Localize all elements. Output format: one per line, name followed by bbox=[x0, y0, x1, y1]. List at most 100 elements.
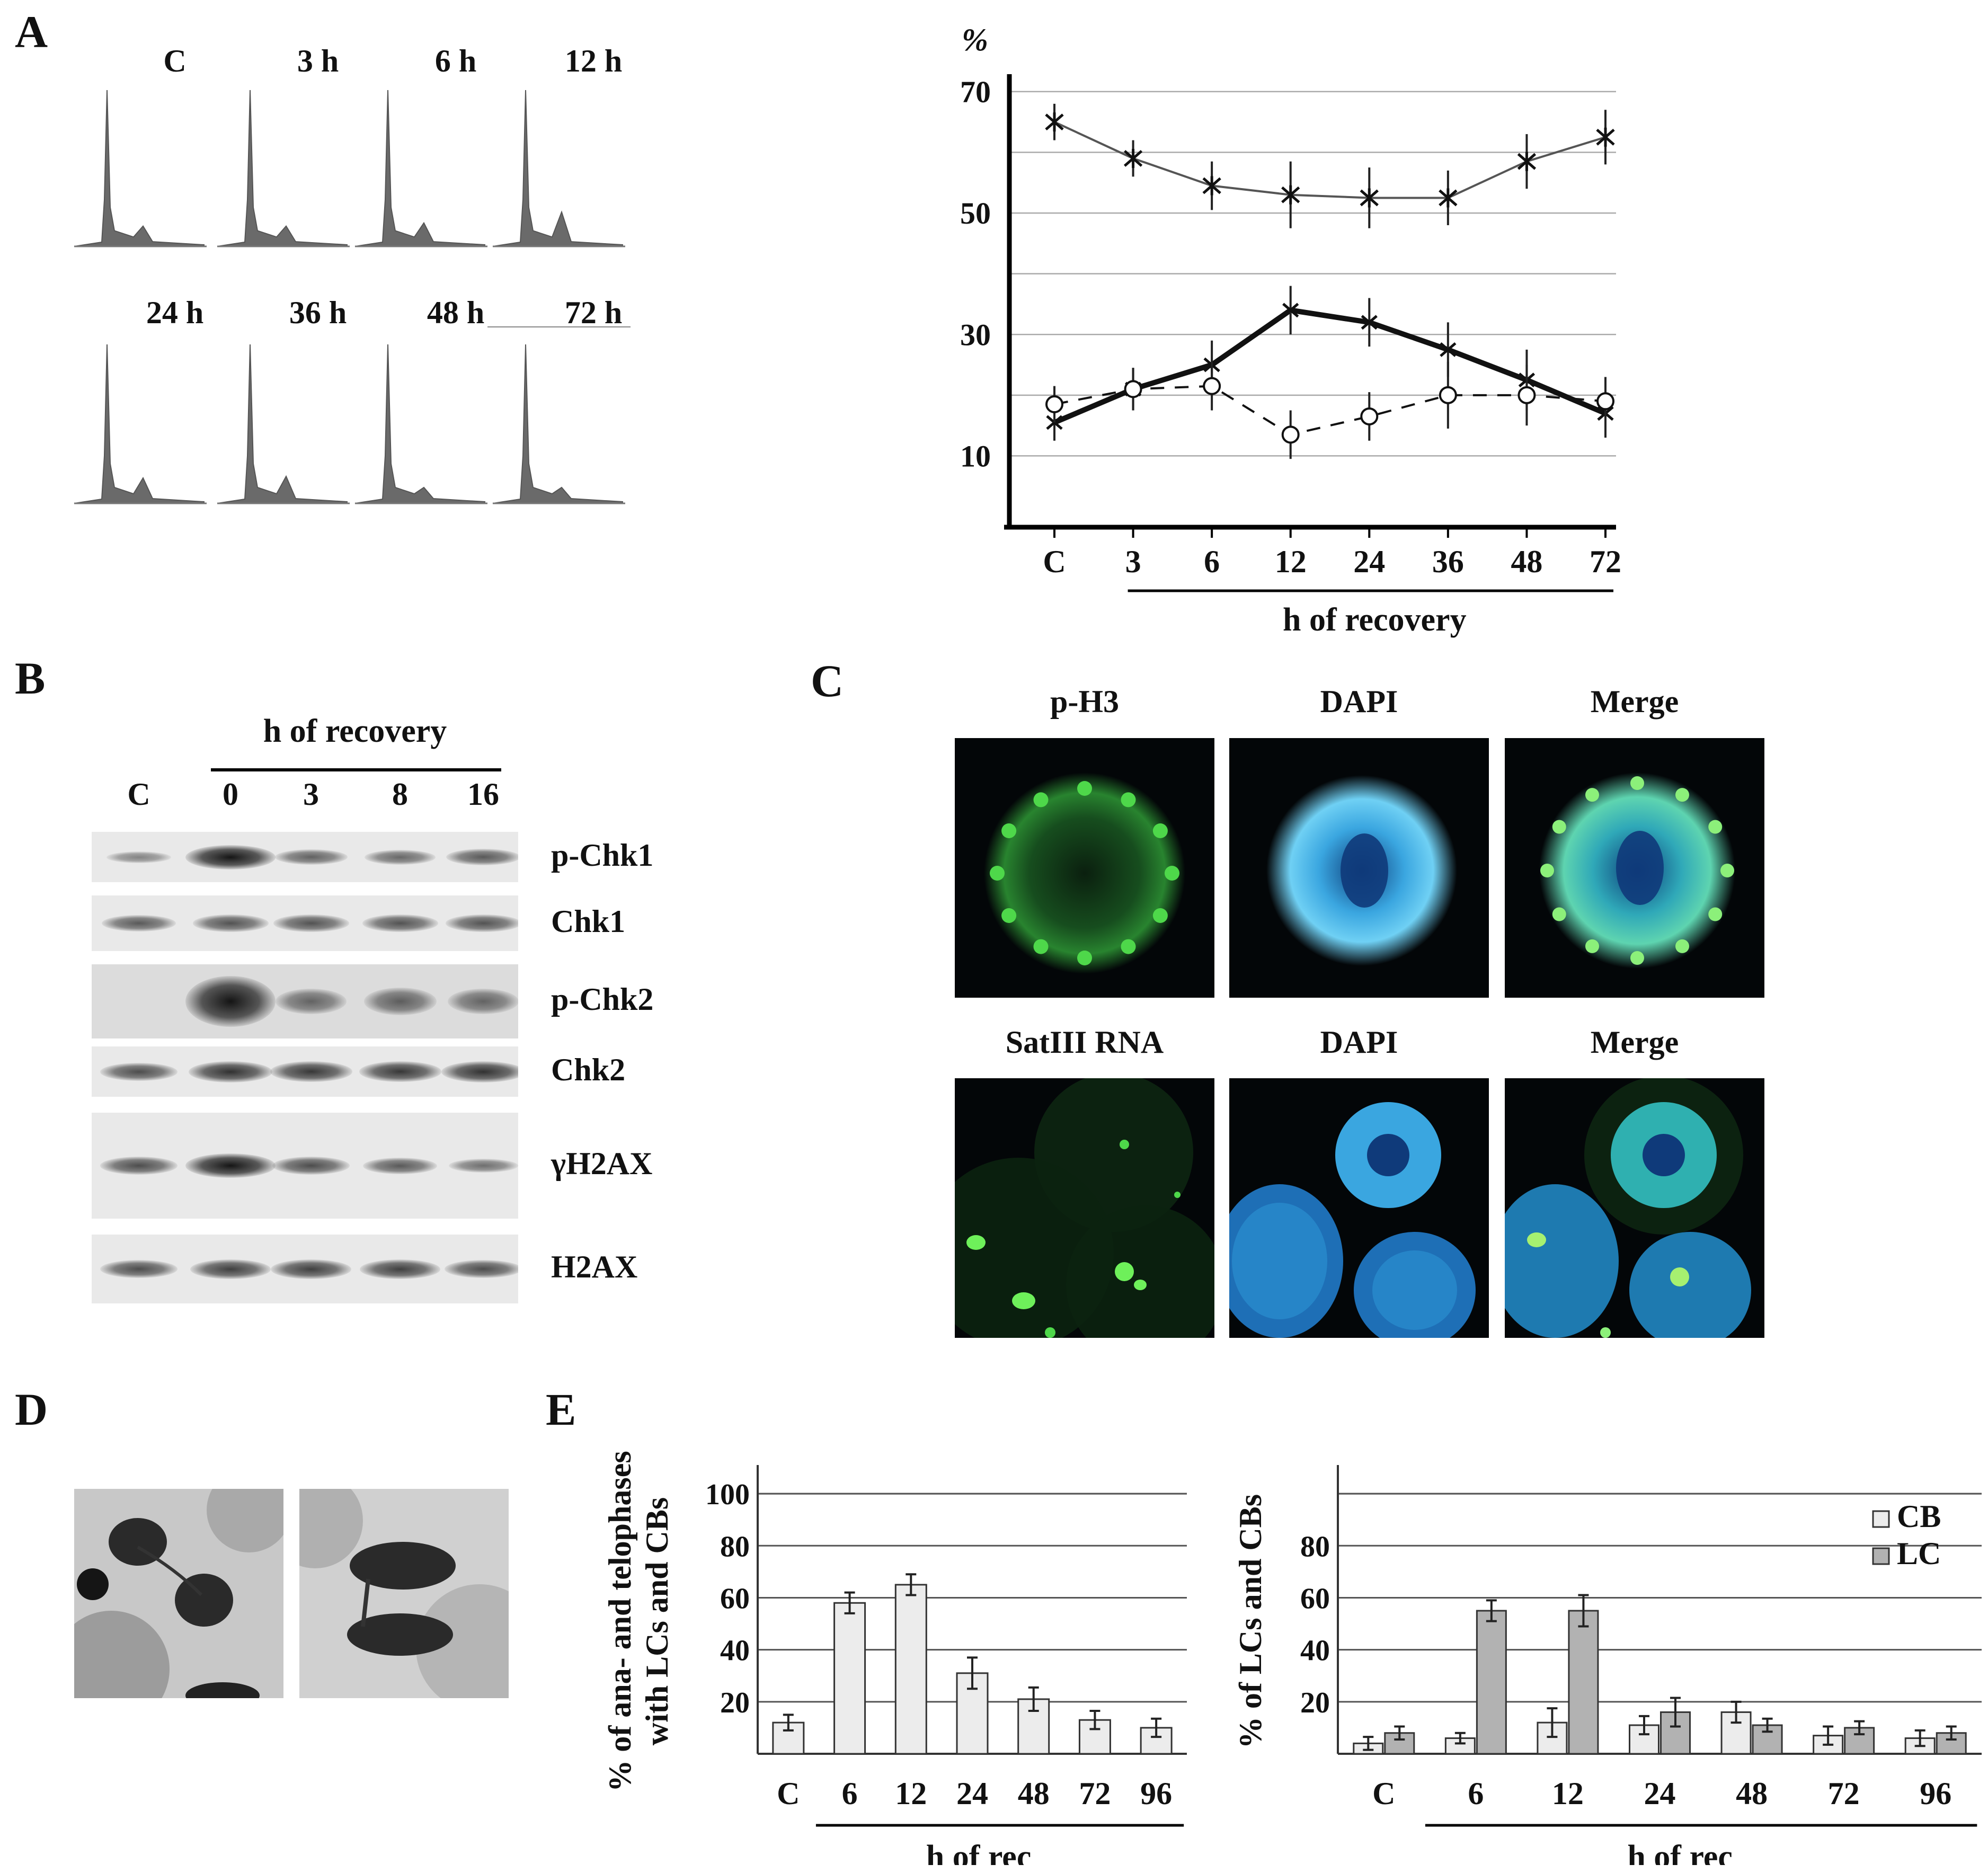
data-point-x bbox=[1440, 342, 1457, 357]
y-tick-label: 10 bbox=[960, 439, 991, 473]
y-axis-label: with LCs and CBs bbox=[640, 1497, 674, 1746]
data-point-circle bbox=[1281, 425, 1300, 444]
x-tick-label: 48 bbox=[1736, 1776, 1768, 1811]
western-header-line bbox=[211, 768, 501, 771]
x-tick-label: 72 bbox=[1828, 1776, 1860, 1811]
blot-band bbox=[448, 1158, 518, 1173]
x-tick-label: 96 bbox=[1920, 1776, 1951, 1811]
histogram-trace bbox=[492, 90, 623, 247]
blot-band bbox=[190, 1259, 271, 1279]
blot-strip bbox=[92, 895, 518, 951]
micro-title-merge-2: Merge bbox=[1590, 1025, 1679, 1060]
data-point-circle bbox=[1517, 386, 1536, 404]
bar bbox=[1568, 1610, 1599, 1755]
histogram-title: 6 h bbox=[435, 43, 476, 78]
micro-image-dapi-2 bbox=[1229, 1078, 1489, 1338]
histogram-trace bbox=[354, 90, 485, 247]
blot-band bbox=[446, 849, 518, 865]
blot-band bbox=[445, 1260, 518, 1278]
blot-band bbox=[106, 851, 171, 863]
lane-label: 0 bbox=[223, 777, 238, 812]
bar-chart-2-svg: 80 60 40 20 C 6 12 24 48 72 96 h of rec % of LCs and… bbox=[1233, 1465, 1982, 1873]
blot-band bbox=[365, 849, 436, 865]
blot-label: Chk2 bbox=[551, 1052, 626, 1087]
fluorescent-spot bbox=[1121, 792, 1136, 807]
x-tick-label: 24 bbox=[956, 1776, 988, 1811]
blot-band bbox=[192, 915, 269, 932]
blot-band bbox=[185, 845, 276, 869]
histogram-title: 3 h bbox=[297, 43, 339, 78]
data-point-star bbox=[1281, 185, 1300, 205]
y-tick-label: 20 bbox=[720, 1686, 750, 1719]
fluorescent-spot bbox=[1077, 781, 1092, 796]
bar-chart-anatelophases: 100 80 60 40 20 C 6 12 24 48 72 96 h of rec % of ana-… bbox=[599, 1388, 1197, 1873]
panel-letter-a: A bbox=[15, 6, 48, 57]
x-tick-label: 3 bbox=[1125, 544, 1141, 579]
anaphase-image-1 bbox=[74, 1489, 283, 1698]
data-point-star bbox=[1202, 176, 1221, 196]
y-tick-label: 80 bbox=[1300, 1530, 1330, 1563]
panel-letter-c: C bbox=[811, 655, 844, 706]
y-tick-label: 50 bbox=[960, 196, 991, 230]
histogram-title: 48 h bbox=[427, 295, 484, 330]
fluorescent-spot bbox=[1540, 864, 1554, 877]
lane-label: 3 bbox=[303, 777, 319, 812]
bar bbox=[833, 1602, 866, 1755]
legend-swatch bbox=[1872, 1547, 1890, 1565]
x-tick-label: 12 bbox=[895, 1776, 927, 1811]
blot-band bbox=[100, 1157, 178, 1175]
fluorescent-spot bbox=[990, 866, 1005, 881]
blot-label: p-Chk2 bbox=[551, 982, 654, 1017]
histogram-title: 36 h bbox=[289, 295, 347, 330]
x-tick-label: 36 bbox=[1432, 544, 1464, 579]
x-tick-label: 6 bbox=[1468, 1776, 1484, 1811]
x-tick-label: C bbox=[1372, 1776, 1395, 1811]
x-axis-label: h of recovery bbox=[1283, 602, 1467, 638]
data-point-star bbox=[1517, 152, 1537, 171]
x-tick-label: 72 bbox=[1590, 544, 1621, 579]
blot-band bbox=[189, 1061, 272, 1082]
blot-strip bbox=[92, 832, 518, 882]
lane-label: 16 bbox=[467, 777, 499, 812]
data-point-circle bbox=[1203, 377, 1221, 395]
y-tick-label: 60 bbox=[1300, 1582, 1330, 1615]
fluorescent-spot bbox=[1630, 951, 1644, 965]
blot-band bbox=[360, 1259, 440, 1279]
line-chart-cell-cycle: % 70 50 30 10 C 3 6 12 24 36 48 72 h of recovery bbox=[943, 16, 1653, 660]
legend-swatch bbox=[1872, 1510, 1890, 1528]
micro-image-merge-1 bbox=[1505, 738, 1764, 998]
x-tick-label: 72 bbox=[1079, 1776, 1111, 1811]
panel-letter-e: E bbox=[546, 1384, 576, 1435]
flow-histogram-grid: C 3 h 6 h 12 h 24 h 36 h 48 h 72 h bbox=[74, 43, 631, 504]
y-tick-label: 100 bbox=[705, 1478, 750, 1511]
x-tick-label: 12 bbox=[1552, 1776, 1584, 1811]
blot-band bbox=[272, 1157, 350, 1175]
fluorescent-spot bbox=[1165, 866, 1179, 881]
data-point-circle bbox=[1045, 395, 1063, 414]
x-tick-label: 48 bbox=[1511, 544, 1542, 579]
x-tick-label: 96 bbox=[1140, 1776, 1172, 1811]
micro-image-p-h3 bbox=[955, 738, 1214, 998]
micro-title-dapi-1: DAPI bbox=[1320, 684, 1398, 719]
histogram-title: C bbox=[163, 43, 186, 78]
x-tick-label: C bbox=[1043, 544, 1066, 579]
western-header: h of recovery bbox=[263, 713, 447, 749]
data-point-star bbox=[1045, 112, 1064, 132]
x-tick-label: C bbox=[777, 1776, 800, 1811]
x-tick-label: 24 bbox=[1353, 544, 1385, 579]
data-point-x bbox=[1361, 315, 1378, 330]
anaphase-image-2 bbox=[299, 1489, 509, 1698]
y-axis-label: % of LCs and CBs bbox=[1233, 1494, 1268, 1748]
micro-image-merge-2 bbox=[1505, 1078, 1764, 1338]
fluorescent-spot bbox=[1552, 820, 1566, 834]
lane-label: C bbox=[127, 777, 150, 812]
histogram-trace bbox=[74, 344, 205, 504]
histogram-trace bbox=[217, 90, 348, 247]
micro-title-p-h3: p-H3 bbox=[1050, 684, 1120, 719]
fluorescent-spot bbox=[1585, 788, 1599, 802]
flow-histograms: C 3 h 6 h 12 h 24 h 36 h 48 h 72 h bbox=[0, 0, 662, 530]
blot-band bbox=[359, 1061, 441, 1082]
blot-band bbox=[445, 915, 518, 932]
blot-label: Chk1 bbox=[551, 903, 626, 939]
y-axis-label: % bbox=[962, 22, 988, 57]
